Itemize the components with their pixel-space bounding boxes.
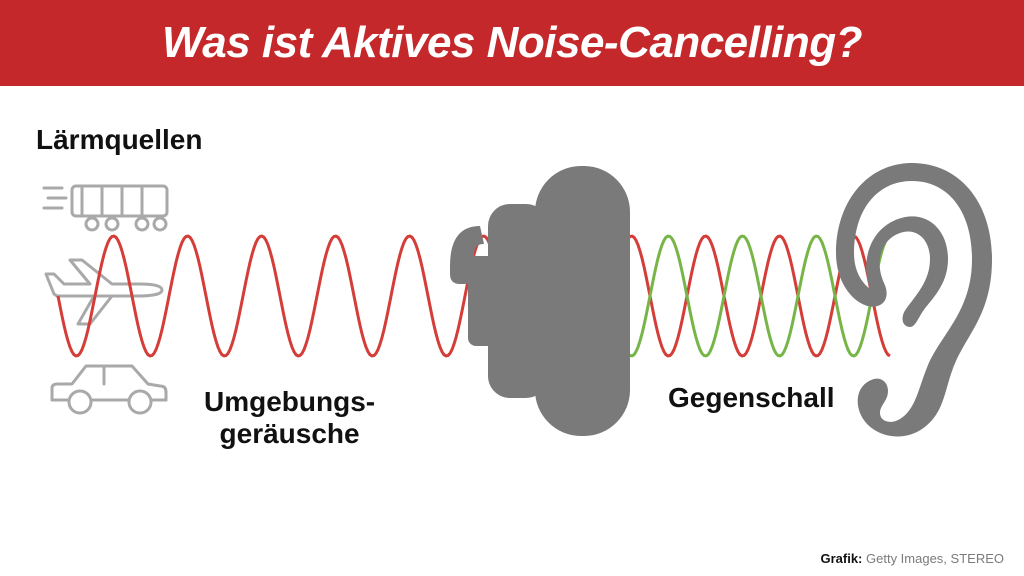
credit-prefix: Grafik: [820,551,862,566]
label-ambient-line2: geräusche [204,418,375,450]
ear-icon [830,161,995,441]
diagram-area: Lärmquellen [0,86,1024,526]
page-title: Was ist Aktives Noise-Cancelling? [0,18,1024,68]
credit-text: Getty Images, STEREO [862,551,1004,566]
credit-line: Grafik: Getty Images, STEREO [820,551,1004,566]
label-ambient: Umgebungs- geräusche [204,386,375,450]
title-banner: Was ist Aktives Noise-Cancelling? [0,0,1024,86]
headphone-icon [440,156,640,446]
label-ambient-line1: Umgebungs- [204,386,375,418]
label-antinoise: Gegenschall [668,382,835,414]
